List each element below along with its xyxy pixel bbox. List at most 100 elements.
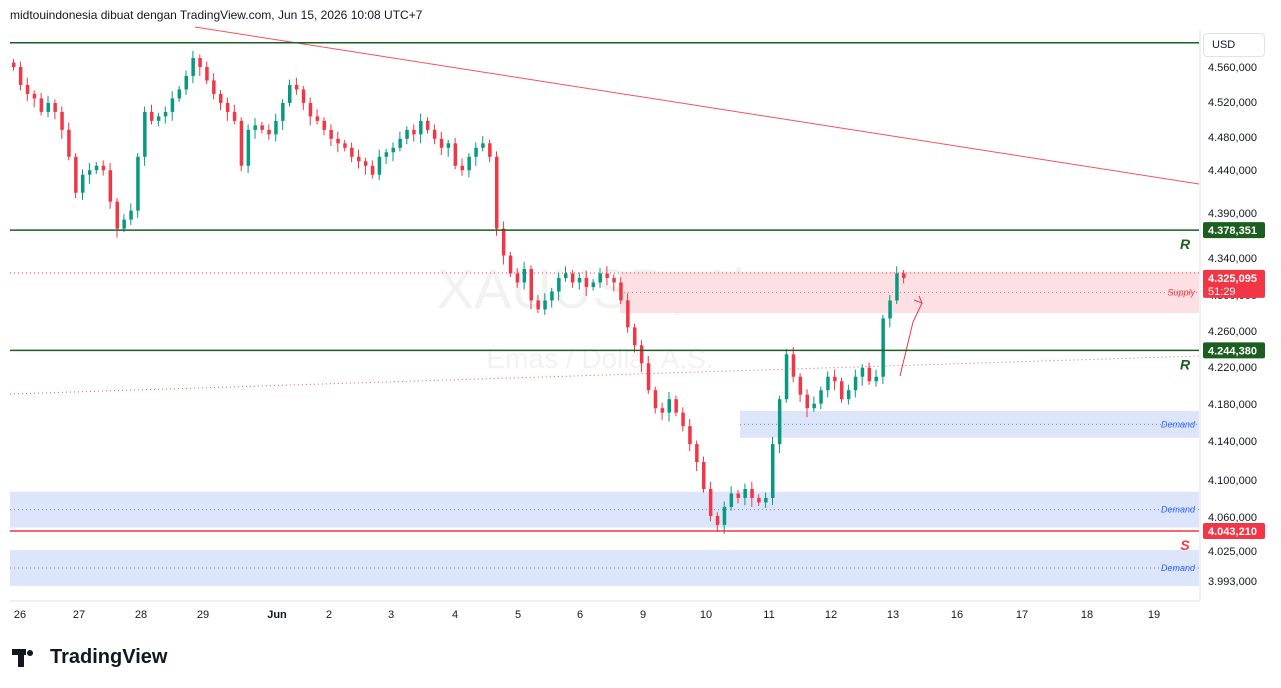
candle-body	[550, 291, 554, 301]
candle-body	[308, 102, 313, 117]
price-axis: 4.560,000 4.520,000 4.480,000 4.440,000 4.39…	[1199, 30, 1265, 600]
candle-body	[750, 488, 754, 498]
candle-body	[191, 58, 195, 76]
candle-body	[170, 98, 175, 112]
candle-body	[660, 408, 665, 413]
candle-body	[363, 161, 368, 166]
candle-body	[129, 210, 133, 220]
price-tick-label: 4.520,000	[1208, 97, 1257, 109]
zones: Supply Demand Demand Demand	[10, 271, 1199, 586]
time-tick-label: 18	[1081, 609, 1093, 621]
level-tag-r-2: R	[1180, 356, 1191, 372]
candle-body	[122, 219, 126, 229]
candle-body	[605, 273, 609, 278]
candle-body	[784, 354, 789, 400]
time-tick-label: 27	[73, 609, 85, 621]
price-tick-label: 4.180,000	[1208, 399, 1257, 411]
price-tick-label: 4.220,000	[1208, 362, 1257, 374]
candle-body	[501, 228, 506, 256]
candle-body	[626, 300, 630, 328]
price-tick-label: 4.260,000	[1208, 326, 1257, 338]
candle-body	[432, 129, 437, 139]
candle-body	[391, 147, 395, 153]
time-tick-label: 13	[887, 609, 899, 621]
candle-body	[232, 111, 237, 121]
candle-body	[419, 120, 423, 135]
candle-body	[322, 120, 326, 130]
candle-body	[695, 444, 699, 463]
candle-body	[529, 269, 533, 301]
candle-body	[895, 273, 899, 301]
candle-body	[274, 120, 278, 135]
tradingview-logo[interactable]: TradingView	[12, 646, 167, 669]
time-tick-label: 3	[388, 609, 394, 621]
candle-body	[598, 273, 602, 283]
candle-body	[584, 277, 589, 287]
candle-body	[577, 277, 582, 283]
candle-body	[67, 129, 71, 157]
candle-body	[570, 273, 575, 283]
candle-body	[12, 62, 16, 67]
candle-body	[853, 376, 858, 391]
currency-selector[interactable]: USD	[1203, 33, 1265, 57]
price-tag-label-2: 4.244,380	[1208, 345, 1257, 357]
candle-body	[867, 367, 872, 382]
price-tag-label-0: 4.378,351	[1208, 225, 1257, 237]
candle-body	[674, 399, 678, 413]
candle-body	[453, 143, 458, 166]
candle-body	[902, 273, 906, 278]
candle-body	[163, 111, 168, 117]
candle-body	[888, 300, 892, 319]
candle-body	[860, 367, 865, 377]
price-tag-2	[1203, 342, 1265, 359]
candle-body	[805, 394, 809, 409]
projection-arrowhead	[913, 295, 923, 304]
candle-body	[481, 143, 485, 148]
candle-body	[764, 497, 768, 503]
time-tick-label: 26	[14, 609, 26, 621]
candle-body	[729, 493, 734, 507]
candle-body	[357, 156, 361, 162]
candle-body	[18, 67, 23, 85]
candle-body	[653, 390, 658, 409]
chart-header: midtouindonesia dibuat dengan TradingVie…	[10, 8, 423, 22]
candle-body	[205, 67, 209, 81]
candle-body	[32, 93, 37, 99]
candle-body	[460, 165, 464, 171]
candle-body	[405, 129, 409, 139]
candle-body	[184, 75, 188, 90]
tradingview-brand: TradingView	[50, 646, 168, 668]
candle-body	[667, 399, 671, 413]
candle-body	[315, 116, 320, 121]
candle-body	[446, 143, 451, 148]
candle-body	[294, 84, 299, 90]
price-tick-label: 3.993,000	[1208, 576, 1257, 588]
candle-body	[536, 300, 540, 310]
candle-body	[94, 165, 99, 171]
candle-body	[771, 444, 775, 498]
price-tick-label: 4.340,000	[1208, 253, 1257, 265]
candle-body	[543, 300, 547, 310]
trendline-down	[194, 26, 1200, 185]
candle-body	[840, 381, 844, 400]
candle-body	[136, 156, 140, 211]
candle-body	[398, 138, 402, 148]
candle-body	[846, 390, 851, 400]
price-tag-countdown: 51:29	[1208, 286, 1236, 298]
candle-body	[101, 165, 106, 171]
candle-body	[736, 493, 740, 498]
watermark-subtitle: Emas / Dollar A.S.	[486, 343, 713, 374]
time-tick-label: 28	[135, 609, 147, 621]
time-tick-label: 4	[452, 609, 458, 621]
time-tick-label: 6	[577, 609, 583, 621]
price-tick-label: 4.140,000	[1208, 436, 1257, 448]
candle-body	[439, 138, 444, 148]
candle-body	[777, 399, 782, 445]
candle-body	[646, 363, 651, 391]
candle-body	[177, 89, 182, 99]
candle-body	[591, 282, 596, 287]
candle-body	[384, 152, 389, 157]
candle-body	[281, 102, 285, 121]
time-tick-label: 9	[640, 609, 646, 621]
